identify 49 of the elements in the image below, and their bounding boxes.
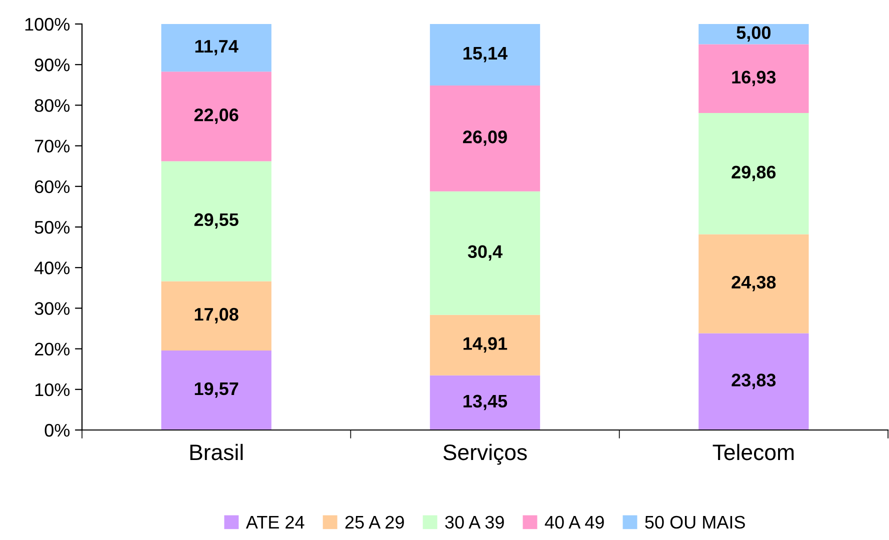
data-label: 16,93 — [732, 70, 776, 86]
bar — [430, 24, 540, 86]
legend-label: 40 A 49 — [544, 516, 604, 529]
data-label: 11,74 — [195, 40, 238, 56]
y-tick-label: 90% — [34, 58, 70, 72]
legend-label: 25 A 29 — [345, 516, 404, 529]
bar — [161, 161, 272, 282]
data-label: 13,45 — [464, 394, 508, 410]
y-tick-label: 0% — [44, 424, 70, 437]
bar — [430, 86, 540, 192]
y-tick-label: 70% — [34, 140, 70, 153]
y-tick-label: 50% — [34, 220, 70, 234]
data-label: 22,06 — [194, 108, 238, 124]
y-tick-label: 20% — [34, 342, 70, 356]
data-label: 29,86 — [732, 166, 776, 182]
x-tick-label: Serviços — [443, 444, 527, 465]
bar — [161, 350, 272, 430]
y-tick-label: 80% — [34, 99, 70, 112]
bar — [698, 24, 809, 44]
legend-label: ATE 24 — [246, 516, 304, 528]
legend-label: 30 A 39 — [445, 516, 504, 529]
x-tick-label: Brasil — [190, 444, 243, 460]
data-label: 15,14 — [464, 47, 508, 62]
data-label: 17,08 — [194, 308, 238, 324]
bar — [430, 314, 540, 376]
y-tick-label: 60% — [34, 180, 70, 194]
bar — [698, 234, 809, 334]
bar — [161, 281, 272, 351]
data-label: 30,4 — [468, 245, 502, 261]
bar — [698, 113, 809, 234]
y-tick-label: 40% — [34, 262, 70, 274]
data-label: 5,00 — [736, 26, 770, 42]
x-tick-label: Telecom — [712, 444, 794, 460]
legend-label: 50 OU MAIS — [645, 516, 745, 529]
data-label: 29,55 — [194, 213, 238, 229]
bar — [161, 24, 272, 72]
bar — [430, 191, 540, 315]
data-label: 19,57 — [194, 382, 238, 398]
y-tick-label: 10% — [35, 383, 70, 396]
y-tick-label: 100% — [25, 18, 70, 31]
bar — [430, 375, 540, 430]
data-label: 24,38 — [732, 276, 776, 292]
data-label: 23,83 — [732, 374, 776, 390]
data-label: 14,91 — [464, 337, 508, 353]
bar — [698, 44, 809, 114]
bar — [698, 333, 809, 430]
bar — [161, 72, 272, 162]
y-tick-label: 30% — [34, 302, 70, 315]
data-label: 26,09 — [463, 130, 507, 146]
